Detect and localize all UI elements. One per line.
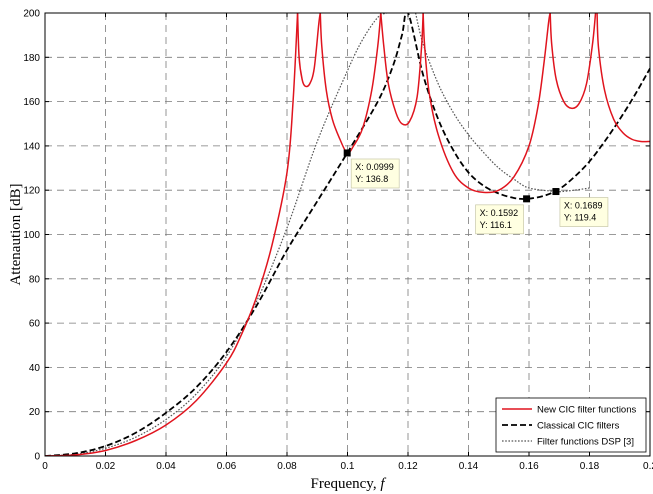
y-axis-title: Attenaution [dB] <box>8 183 24 285</box>
x-tick-label: 0.04 <box>156 461 176 472</box>
datatip-y-text: Y: 119.4 <box>564 213 596 223</box>
series-0 <box>45 13 650 456</box>
legend-label: Classical CIC filters <box>537 421 620 432</box>
legend: New CIC filter functions Classical CIC fi… <box>495 397 647 453</box>
datatip-box <box>350 158 400 189</box>
y-tick-label: 20 <box>29 407 41 418</box>
x-tick-label: 0.1 <box>341 461 355 472</box>
grid <box>45 13 650 456</box>
x-tick-label: 0.12 <box>398 461 418 472</box>
series-1 <box>45 13 650 456</box>
y-tick-label: 200 <box>23 9 40 20</box>
y-tick-label: 80 <box>29 274 41 285</box>
datatip[interactable]: X: 0.1592 Y: 116.1 <box>475 195 531 235</box>
datatip[interactable]: X: 0.1689 Y: 119.4 <box>552 188 609 227</box>
y-tick-label: 60 <box>29 319 41 330</box>
datatip-box <box>475 204 524 235</box>
series-line <box>45 13 650 456</box>
x-axis-title: Frequency, f <box>310 476 386 492</box>
datatip-x-text: X: 0.1592 <box>480 208 519 218</box>
x-tick-label: 0.16 <box>519 461 539 472</box>
datatip-x-text: X: 0.0999 <box>355 162 394 172</box>
y-tick-label: 160 <box>23 97 40 108</box>
series-line <box>596 13 650 143</box>
series-line <box>45 13 299 456</box>
series-line <box>422 13 551 194</box>
series-line <box>549 13 597 110</box>
x-tick-label: 0.2 <box>643 461 653 472</box>
datatip-y-text: Y: 136.8 <box>355 174 388 184</box>
x-tick-label: 0.08 <box>277 461 297 472</box>
x-tick-label: 0 <box>42 461 48 472</box>
datatip-marker <box>552 188 560 196</box>
series-line <box>380 13 424 126</box>
x-tick-label: 0.18 <box>580 461 600 472</box>
series-line <box>319 13 382 154</box>
datatip-x-text: X: 0.1689 <box>564 201 603 211</box>
legend-label: Filter functions DSP [3] <box>537 437 634 448</box>
legend-entry: Classical CIC filters <box>502 421 620 432</box>
axis-ticks: 0 0.02 0.04 0.06 0.08 0.1 0.12 0.14 0.16 0.18 0.2 0… <box>23 9 653 473</box>
datatip[interactable]: X: 0.0999 Y: 136.8 <box>343 149 400 189</box>
datatip-marker <box>523 195 531 203</box>
series-line <box>414 13 590 193</box>
series-line <box>296 13 322 88</box>
x-tick-label: 0.06 <box>217 461 237 472</box>
y-tick-label: 40 <box>29 363 41 374</box>
datatip-marker <box>343 149 351 157</box>
legend-label: New CIC filter functions <box>537 405 637 416</box>
series-line <box>45 13 388 456</box>
y-tick-label: 140 <box>23 141 40 152</box>
series-2 <box>45 13 590 456</box>
x-tick-label: 0.14 <box>459 461 479 472</box>
y-tick-label: 0 <box>34 452 40 463</box>
legend-entry: Filter functions DSP [3] <box>502 437 634 448</box>
legend-entry: New CIC filter functions <box>502 405 637 416</box>
y-tick-label: 120 <box>23 186 40 197</box>
y-tick-label: 100 <box>23 230 40 241</box>
datatip-y-text: Y: 116.1 <box>480 220 512 230</box>
plot-series <box>45 13 650 456</box>
y-tick-label: 180 <box>23 53 40 64</box>
x-tick-label: 0.02 <box>96 461 116 472</box>
datatip-box <box>559 197 609 227</box>
